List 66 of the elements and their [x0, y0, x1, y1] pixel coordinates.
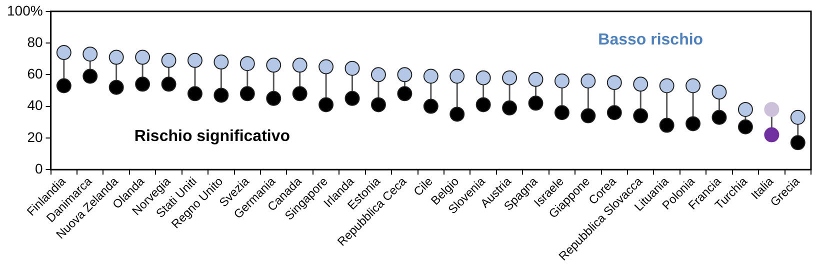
point — [397, 67, 412, 82]
point — [712, 84, 727, 100]
point — [686, 116, 701, 132]
point — [764, 127, 780, 142]
point — [790, 110, 806, 125]
point — [318, 97, 334, 112]
point — [318, 59, 334, 74]
point — [56, 78, 72, 94]
point — [135, 76, 150, 92]
point — [790, 135, 806, 150]
point — [606, 105, 622, 120]
point — [161, 52, 176, 68]
point — [240, 56, 255, 72]
point — [370, 97, 386, 112]
y-tick-label: 20 — [27, 128, 44, 145]
point — [659, 118, 674, 133]
point — [554, 73, 570, 88]
point — [135, 50, 150, 65]
point — [528, 96, 544, 111]
point — [686, 78, 701, 94]
point — [344, 90, 360, 106]
point — [266, 58, 282, 73]
point — [82, 68, 98, 84]
point — [214, 88, 229, 103]
point — [738, 102, 753, 117]
point — [712, 110, 727, 125]
point — [108, 50, 124, 65]
point — [580, 73, 596, 88]
point — [266, 90, 282, 106]
point — [450, 106, 465, 122]
point — [606, 75, 622, 90]
point — [476, 97, 491, 112]
series-label: Basso rischio — [598, 31, 704, 48]
point — [370, 67, 386, 82]
point — [502, 100, 518, 116]
point — [502, 70, 518, 86]
point — [554, 105, 570, 120]
point — [633, 108, 648, 124]
point — [108, 80, 124, 95]
point — [187, 52, 202, 68]
y-tick-label: 0 — [35, 160, 44, 176]
y-tick-label: 60 — [27, 66, 44, 82]
y-tick-label: 40 — [27, 97, 44, 114]
point — [633, 76, 648, 92]
point — [397, 86, 412, 102]
point — [240, 86, 255, 102]
point — [187, 86, 202, 102]
y-tick-label: 100% — [6, 2, 43, 18]
point — [56, 45, 72, 60]
point — [528, 72, 544, 87]
point — [344, 60, 360, 76]
point — [82, 46, 98, 62]
point — [214, 54, 229, 70]
point — [764, 102, 780, 117]
point — [161, 76, 176, 92]
y-tick-label: 80 — [27, 34, 44, 50]
point — [292, 86, 308, 102]
point — [580, 108, 596, 124]
point — [423, 98, 438, 114]
point — [659, 78, 674, 94]
point — [476, 70, 491, 86]
point — [292, 58, 308, 73]
point — [738, 119, 753, 134]
point — [450, 68, 465, 84]
series-label: Rischio significativo — [134, 128, 290, 145]
point — [423, 68, 438, 84]
